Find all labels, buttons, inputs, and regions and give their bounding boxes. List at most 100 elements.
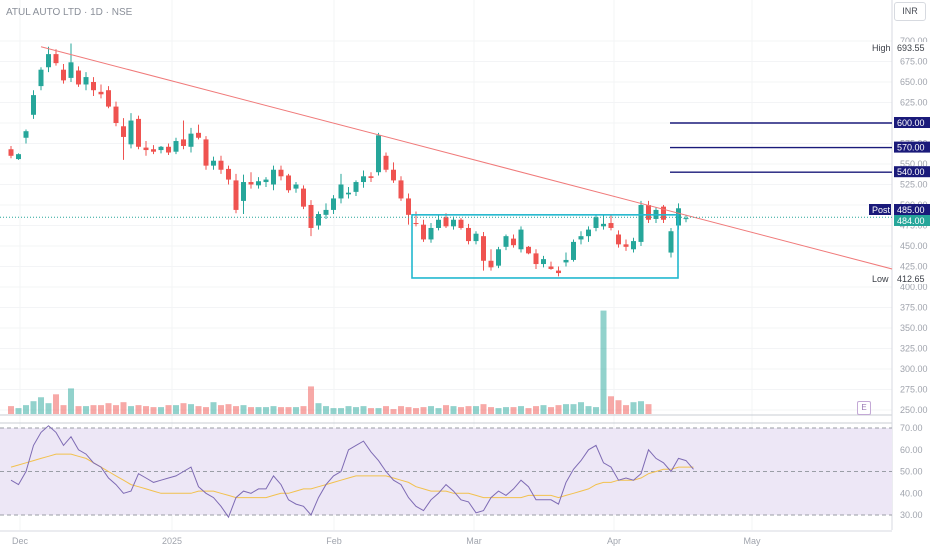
candle-body[interactable]	[661, 206, 666, 220]
candle-body[interactable]	[271, 169, 276, 185]
candle-body[interactable]	[203, 139, 209, 166]
candle-body[interactable]	[61, 69, 66, 81]
candle-body[interactable]	[173, 141, 179, 152]
candle-body[interactable]	[188, 133, 194, 147]
candle-body[interactable]	[293, 184, 299, 189]
candle-body[interactable]	[308, 205, 314, 228]
candle-body[interactable]	[541, 259, 546, 265]
candle-body[interactable]	[391, 169, 396, 181]
candle-body[interactable]	[286, 175, 291, 191]
candle-body[interactable]	[398, 180, 404, 199]
candle-body[interactable]	[38, 69, 44, 87]
candle-body[interactable]	[593, 217, 599, 228]
candle-body[interactable]	[211, 160, 216, 166]
rsi-line	[10, 425, 694, 519]
candle-body[interactable]	[533, 253, 539, 265]
candle-body[interactable]	[263, 179, 269, 183]
candle-body[interactable]	[481, 236, 486, 261]
candle-body[interactable]	[631, 241, 636, 250]
candle-body[interactable]	[16, 154, 21, 160]
candle-body[interactable]	[406, 198, 411, 215]
candle-body[interactable]	[458, 219, 464, 228]
candle-body[interactable]	[451, 219, 456, 227]
candle-body[interactable]	[638, 205, 644, 242]
candle-body[interactable]	[353, 182, 359, 192]
candle-body[interactable]	[526, 246, 531, 254]
candle-body[interactable]	[323, 209, 329, 215]
candle-body[interactable]	[496, 249, 501, 266]
candle-body[interactable]	[331, 198, 336, 210]
candle-body[interactable]	[668, 231, 674, 253]
candle-body[interactable]	[683, 218, 689, 220]
rsi-axis-label: 40.00	[900, 488, 923, 498]
candle-body[interactable]	[361, 176, 366, 183]
candle-body[interactable]	[368, 176, 374, 178]
candle-body[interactable]	[488, 260, 494, 268]
candle-body[interactable]	[338, 184, 344, 199]
candle-body[interactable]	[346, 192, 351, 195]
candle-body[interactable]	[241, 182, 246, 201]
candle-body[interactable]	[248, 182, 254, 185]
candle-body[interactable]	[383, 155, 389, 170]
candle-body[interactable]	[218, 160, 224, 170]
candle-body[interactable]	[428, 227, 434, 240]
candle-body[interactable]	[413, 223, 419, 225]
candle-body[interactable]	[503, 236, 509, 247]
candle-body[interactable]	[143, 147, 149, 151]
candle-body[interactable]	[196, 132, 201, 138]
candle-body[interactable]	[316, 214, 321, 226]
candle-body[interactable]	[278, 169, 284, 177]
candle-body[interactable]	[113, 106, 119, 123]
candle-body[interactable]	[586, 229, 591, 237]
candle-body[interactable]	[83, 77, 89, 85]
candle-body[interactable]	[76, 70, 81, 85]
candle-body[interactable]	[421, 224, 426, 240]
events-badge[interactable]: E	[857, 401, 871, 415]
candle-body[interactable]	[98, 91, 104, 95]
candle-body[interactable]	[443, 217, 449, 227]
candle-body[interactable]	[136, 118, 141, 147]
candle-body[interactable]	[23, 131, 29, 138]
descending-trendline[interactable]	[40, 46, 893, 270]
volume-bar	[345, 406, 352, 414]
candle-body[interactable]	[91, 82, 96, 91]
candle-body[interactable]	[623, 244, 629, 247]
currency-button[interactable]: INR	[894, 2, 926, 21]
candle-body[interactable]	[31, 95, 36, 115]
resistance-levels[interactable]	[670, 122, 892, 173]
candle-body[interactable]	[226, 168, 231, 180]
candle-body[interactable]	[256, 181, 261, 186]
candle-body[interactable]	[601, 223, 606, 227]
candle-body[interactable]	[548, 266, 554, 269]
candle-body[interactable]	[466, 227, 471, 242]
candle-body[interactable]	[518, 229, 524, 250]
candle-body[interactable]	[53, 54, 59, 64]
candle-body[interactable]	[128, 120, 134, 145]
candle-body[interactable]	[556, 270, 561, 274]
consolidation-box[interactable]	[411, 214, 679, 279]
candle-body[interactable]	[68, 62, 74, 78]
candle-body[interactable]	[166, 146, 171, 153]
candle-body[interactable]	[473, 233, 479, 242]
candle-body[interactable]	[646, 205, 651, 220]
candle-body[interactable]	[158, 146, 164, 151]
candle-body[interactable]	[106, 90, 111, 107]
volume-bar	[285, 407, 292, 414]
candle-body[interactable]	[563, 259, 569, 263]
candle-body[interactable]	[376, 135, 381, 173]
candle-body[interactable]	[301, 188, 306, 207]
candle-body[interactable]	[233, 180, 239, 210]
candle-body[interactable]	[181, 139, 186, 146]
candle-body[interactable]	[8, 149, 14, 156]
candle-body[interactable]	[608, 223, 614, 228]
candle-body[interactable]	[511, 238, 516, 246]
candles[interactable]	[8, 43, 689, 277]
candle-body[interactable]	[578, 236, 584, 240]
candle-body[interactable]	[616, 234, 621, 245]
candle-body[interactable]	[46, 54, 51, 68]
candle-body[interactable]	[436, 219, 441, 228]
candle-body[interactable]	[571, 241, 576, 260]
candle-body[interactable]	[121, 126, 126, 137]
candle-body[interactable]	[151, 149, 156, 152]
